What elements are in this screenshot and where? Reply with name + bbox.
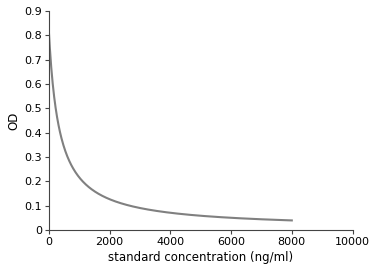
X-axis label: standard concentration (ng/ml): standard concentration (ng/ml)	[108, 251, 293, 264]
Y-axis label: OD: OD	[7, 111, 20, 130]
